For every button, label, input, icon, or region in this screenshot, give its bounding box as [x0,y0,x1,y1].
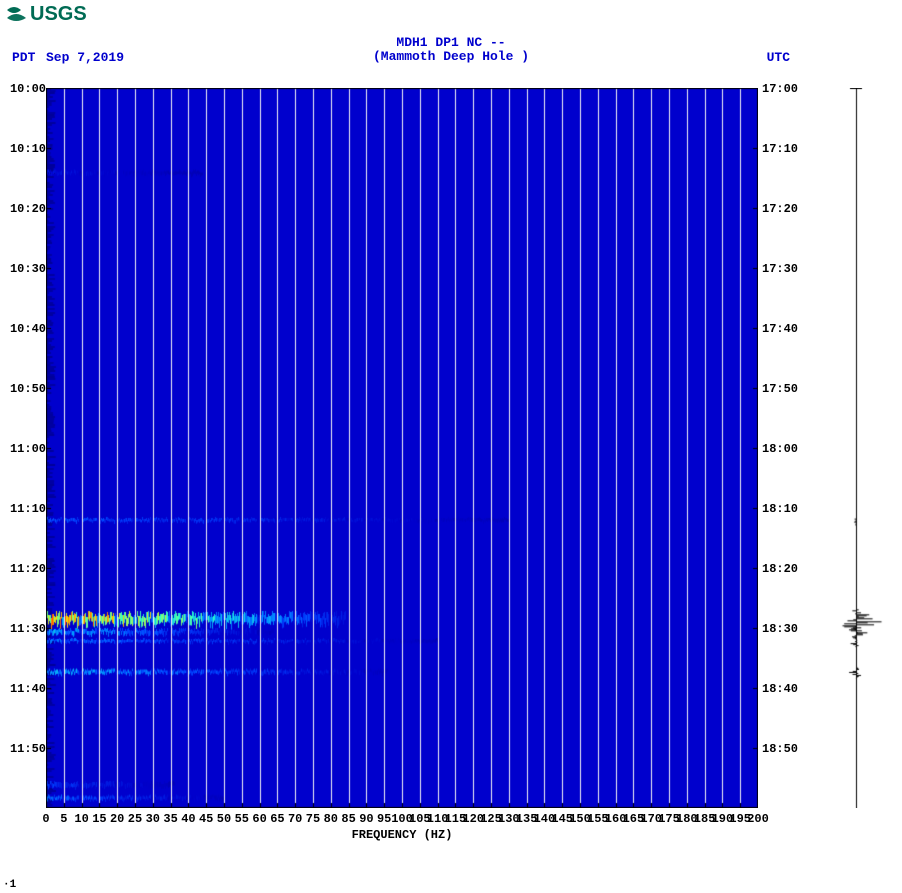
spectrogram-canvas [46,88,758,808]
waveform-canvas [826,88,886,808]
ytick-right: 18:10 [762,502,798,516]
xtick: 25 [128,812,142,826]
scale-mark: ·1 [3,879,16,891]
xtick: 55 [235,812,249,826]
ytick-right: 17:10 [762,142,798,156]
svg-text:USGS: USGS [30,3,87,24]
xtick: 20 [110,812,124,826]
ytick-right: 18:40 [762,682,798,696]
station-code: MDH1 DP1 NC -- [396,35,505,50]
ytick-right: 17:00 [762,82,798,96]
ytick-left: 10:00 [10,82,46,96]
xtick: 40 [181,812,195,826]
xtick: 0 [42,812,49,826]
xtick: 75 [306,812,320,826]
xtick: 15 [92,812,106,826]
ytick-left: 10:40 [10,322,46,336]
ytick-left: 11:50 [10,742,46,756]
ytick-left: 11:30 [10,622,46,636]
xtick: 65 [270,812,284,826]
xtick: 35 [163,812,177,826]
ytick-right: 18:20 [762,562,798,576]
xtick: 70 [288,812,302,826]
waveform-panel [826,88,886,808]
x-axis-label: FREQUENCY (HZ) [46,828,758,842]
xtick: 30 [146,812,160,826]
xtick: 80 [324,812,338,826]
xtick: 60 [252,812,266,826]
y-axis-left: 10:0010:1010:2010:3010:4010:5011:0011:10… [8,88,46,808]
ytick-right: 18:30 [762,622,798,636]
ytick-right: 17:30 [762,262,798,276]
ytick-right: 17:50 [762,382,798,396]
ytick-right: 17:40 [762,322,798,336]
date-label: Sep 7,2019 [46,50,124,65]
y-axis-right: 17:0017:1017:2017:3017:4017:5018:0018:10… [762,88,804,808]
station-name: (Mammoth Deep Hole ) [373,49,529,64]
xtick: 10 [74,812,88,826]
ytick-left: 10:10 [10,142,46,156]
ytick-left: 10:20 [10,202,46,216]
usgs-logo: USGS [6,0,106,24]
ytick-left: 11:40 [10,682,46,696]
ytick-left: 10:30 [10,262,46,276]
ytick-left: 11:10 [10,502,46,516]
ytick-right: 18:00 [762,442,798,456]
ytick-left: 11:20 [10,562,46,576]
spectrogram-plot [46,88,758,808]
xtick: 95 [377,812,391,826]
xtick: 200 [747,812,769,826]
ytick-left: 10:50 [10,382,46,396]
ytick-right: 18:50 [762,742,798,756]
xtick: 50 [217,812,231,826]
tz-left-label: PDT [12,50,35,65]
ytick-right: 17:20 [762,202,798,216]
xtick: 5 [60,812,67,826]
ytick-left: 11:00 [10,442,46,456]
xtick: 45 [199,812,213,826]
xtick: 85 [341,812,355,826]
tz-right-label: UTC [767,50,790,65]
xtick: 90 [359,812,373,826]
